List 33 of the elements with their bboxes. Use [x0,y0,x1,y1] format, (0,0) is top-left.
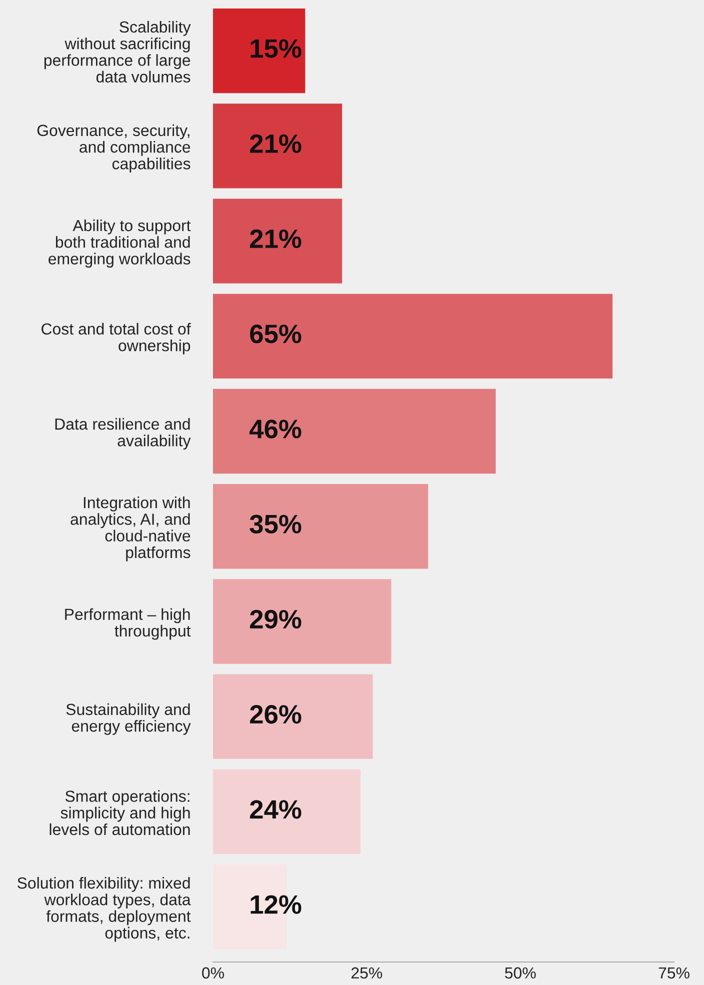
bar [213,104,342,188]
bar [213,484,428,569]
x-tick-label: 25% [351,967,382,979]
data-label: 15% [250,39,302,58]
data-label: 12% [250,895,302,914]
y-tick-label: Performant – high throughput [65,608,191,640]
y-tick-label: Ability to support both traditional and emerging workloads [48,219,191,268]
bar [213,388,496,474]
data-label: 29% [250,610,302,629]
data-label: 35% [250,514,302,534]
x-tick-label: 75% [658,967,690,979]
data-label: 46% [250,420,302,438]
y-tick-label: Smart operations: simplicity and high levels of automation [50,790,190,836]
bar [213,294,613,378]
bar [213,769,361,854]
y-tick-label: Scalability without sacrificing performance of large data volumes [44,20,191,83]
bar [213,198,342,284]
y-tick-label: Data resilience and availability [55,418,191,450]
data-label: 24% [250,800,302,819]
bar [213,674,373,759]
x-tick-label: 0% [202,967,224,979]
data-label: 21% [250,229,302,248]
data-label: 21% [250,134,302,153]
y-tick-label: Integration with analytics, AI, and cloud-native platforms [70,496,190,562]
y-tick-label: Governance, security, and compliance capabilities [37,124,190,173]
y-tick-label: Solution flexibility: mixed workload types, data formats, deployment options, etc. [18,876,191,942]
x-tick-label: 50% [504,967,536,979]
y-tick-label: Cost and total cost of ownership [42,322,191,354]
y-tick-label: Sustainability and energy efficiency [66,703,191,735]
data-label: 65% [250,324,302,344]
data-label: 26% [250,705,302,724]
bar [213,579,392,664]
bar [213,8,306,94]
